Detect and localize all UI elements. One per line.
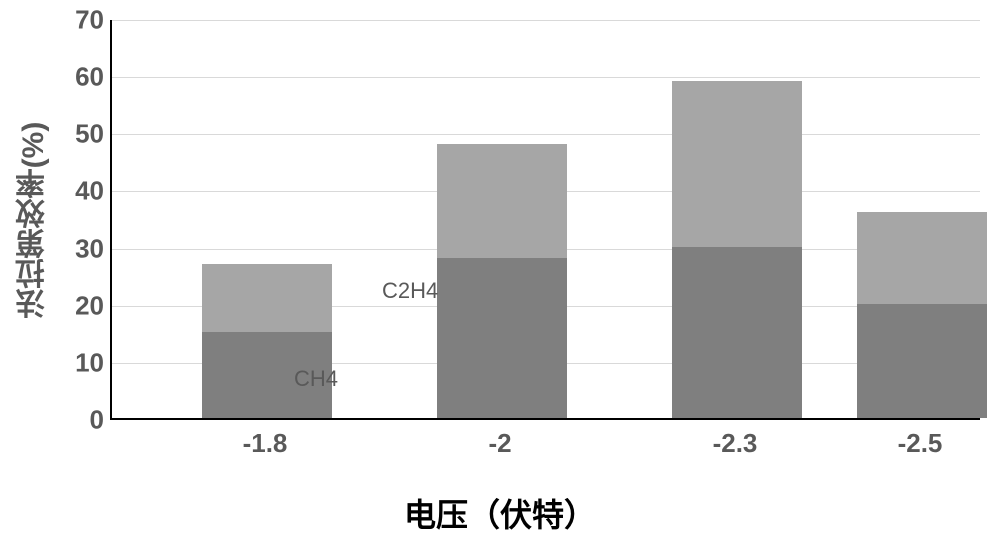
bar-segment-c2h4 xyxy=(672,81,802,247)
bar-group xyxy=(672,18,802,418)
plot-area: CH4 C2H4 xyxy=(110,20,980,420)
bar-segment-ch4 xyxy=(672,247,802,418)
x-tick-label: -2 xyxy=(488,428,511,459)
x-tick-label: -1.8 xyxy=(243,428,288,459)
x-axis-label: 电压（伏特） xyxy=(0,490,1000,536)
y-axis-label: 法拉第效率(%) xyxy=(12,122,56,319)
bar-segment-c2h4 xyxy=(857,212,987,303)
bar-group xyxy=(857,18,987,418)
bar-segment-c2h4 xyxy=(437,144,567,258)
y-tick-label: 70 xyxy=(24,5,104,36)
bar-group xyxy=(437,18,567,418)
y-tick-label: 20 xyxy=(24,290,104,321)
y-tick-label: 0 xyxy=(24,405,104,436)
y-tick-label: 40 xyxy=(24,176,104,207)
bar-group xyxy=(202,18,332,418)
x-tick-label: -2.5 xyxy=(898,428,943,459)
y-tick-label: 50 xyxy=(24,119,104,150)
bar-segment-ch4 xyxy=(857,304,987,418)
y-tick-label: 30 xyxy=(24,233,104,264)
y-tick-label: 10 xyxy=(24,347,104,378)
bar-segment-c2h4 xyxy=(202,264,332,333)
series-label-c2h4: C2H4 xyxy=(382,278,438,304)
chart-container: 法拉第效率(%) CH4 C2H4 电压（伏特） 0 10 20 30 40 50 60 70 -… xyxy=(0,0,1000,547)
series-label-ch4: CH4 xyxy=(294,366,338,392)
bar-segment-ch4 xyxy=(437,258,567,418)
y-tick-label: 60 xyxy=(24,62,104,93)
x-tick-label: -2.3 xyxy=(713,428,758,459)
